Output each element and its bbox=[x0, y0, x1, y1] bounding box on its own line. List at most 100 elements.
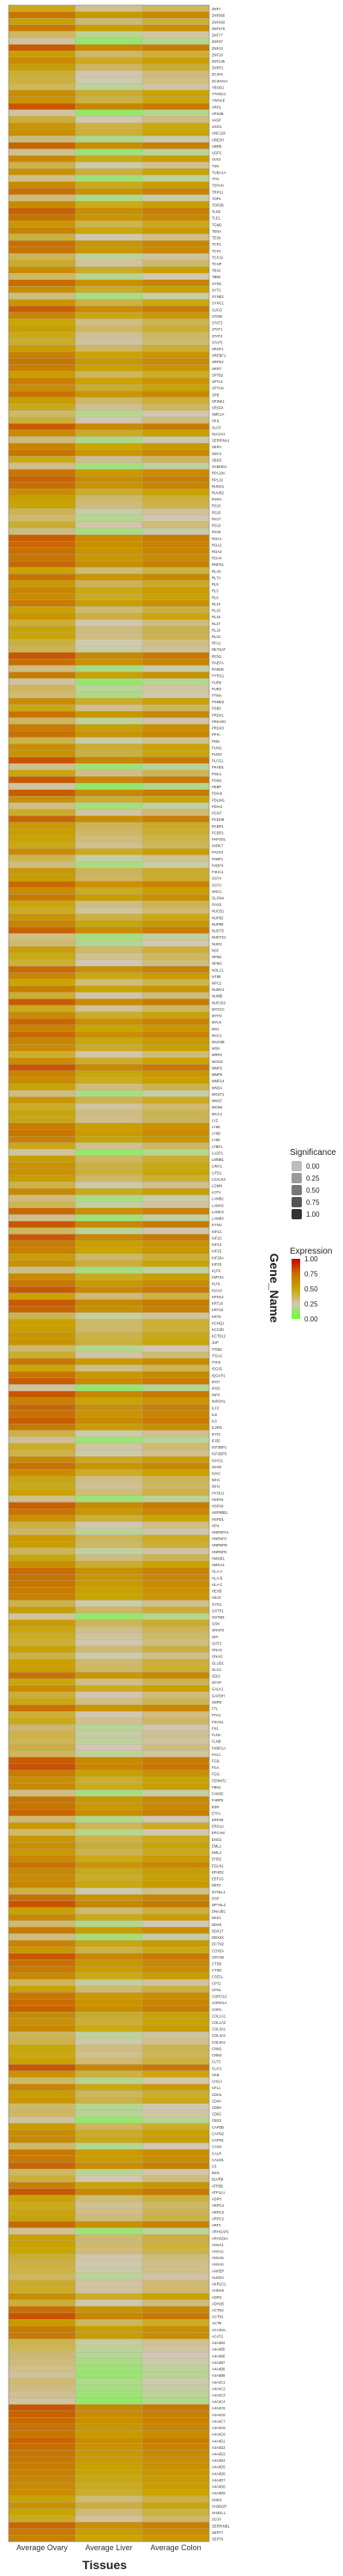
heatmap-cell bbox=[142, 352, 209, 359]
heatmap-cell bbox=[75, 1371, 142, 1378]
heatmap-cell bbox=[9, 1803, 75, 1810]
heatmap-cell bbox=[75, 378, 142, 385]
gene-label: RL19 bbox=[212, 628, 221, 632]
heatmap-cell bbox=[9, 2202, 75, 2208]
heatmap-cell bbox=[142, 986, 209, 993]
heatmap-cell bbox=[9, 875, 75, 882]
heatmap-cell bbox=[142, 1469, 209, 1476]
heatmap-cell bbox=[142, 221, 209, 228]
heatmap-cell bbox=[9, 633, 75, 640]
heatmap-cell bbox=[9, 1018, 75, 1025]
heatmap-cell bbox=[142, 1959, 209, 1966]
gene-label: GALK1 bbox=[212, 1687, 224, 1692]
heatmap-cell bbox=[9, 2444, 75, 2451]
heatmap-cell bbox=[75, 2509, 142, 2516]
heatmap-cell bbox=[75, 2385, 142, 2391]
heatmap-cell bbox=[75, 436, 142, 443]
heatmap-cell bbox=[9, 1071, 75, 1078]
heatmap-cell bbox=[75, 770, 142, 777]
heatmap-cell bbox=[142, 2522, 209, 2529]
heatmap-cell bbox=[75, 1483, 142, 1490]
heatmap-cell bbox=[75, 1404, 142, 1411]
heatmap-cell bbox=[9, 1084, 75, 1091]
gene-label: GLUD1 bbox=[212, 1661, 225, 1665]
heatmap-cell bbox=[9, 1378, 75, 1385]
heatmap-cell bbox=[9, 273, 75, 280]
gene-label: LY6E bbox=[212, 1125, 220, 1129]
heatmap-cell bbox=[75, 1358, 142, 1365]
gene-label: PA2G4 bbox=[212, 850, 224, 854]
heatmap-cell bbox=[75, 2208, 142, 2215]
heatmap-cell bbox=[75, 1116, 142, 1123]
gene-label: HMGB1 bbox=[212, 1556, 226, 1560]
heatmap-cell bbox=[75, 1234, 142, 1241]
heatmap-cell bbox=[142, 2444, 209, 2451]
heatmap-cell bbox=[75, 1071, 142, 1078]
heatmap-cell bbox=[9, 1149, 75, 1156]
heatmap-cell bbox=[142, 776, 209, 783]
gene-label: CBX3 bbox=[212, 2118, 222, 2123]
heatmap-cell bbox=[75, 1169, 142, 1176]
heatmap-cell bbox=[142, 1476, 209, 1483]
heatmap-cell bbox=[9, 1666, 75, 1673]
heatmap-cell bbox=[75, 1417, 142, 1424]
heatmap-cell bbox=[142, 1391, 209, 1398]
heatmap-cell bbox=[142, 763, 209, 770]
gene-label: H2AZ bbox=[212, 1595, 221, 1600]
heatmap-cell bbox=[9, 2117, 75, 2123]
heatmap-cell bbox=[9, 698, 75, 705]
heatmap-cell bbox=[142, 653, 209, 659]
heatmap-cell bbox=[142, 2123, 209, 2130]
heatmap-cell bbox=[142, 829, 209, 835]
heatmap-cell bbox=[75, 2398, 142, 2405]
heatmap-cell bbox=[9, 58, 75, 64]
heatmap-cell bbox=[9, 1894, 75, 1901]
gene-label: HNRNPD bbox=[212, 1543, 227, 1547]
heatmap-cell bbox=[75, 2417, 142, 2424]
heatmap-cell bbox=[142, 1973, 209, 1980]
heatmap-cell bbox=[9, 1639, 75, 1646]
heatmap-cell bbox=[9, 2522, 75, 2529]
gene-label: ZNF483 bbox=[212, 20, 226, 24]
heatmap-cell bbox=[142, 1888, 209, 1895]
gene-label: COPA bbox=[212, 2008, 222, 2012]
heatmap-cell bbox=[9, 541, 75, 548]
heatmap-cell bbox=[142, 633, 209, 640]
heatmap-cell bbox=[75, 620, 142, 627]
gene-label: EPCAM bbox=[212, 1831, 225, 1835]
heatmap-cell bbox=[142, 1711, 209, 1718]
heatmap-cell bbox=[9, 1509, 75, 1516]
heatmap-cell bbox=[75, 1025, 142, 1032]
heatmap-cell bbox=[9, 1561, 75, 1568]
heatmap-cell bbox=[9, 738, 75, 744]
gene-label: OST4 bbox=[212, 877, 222, 881]
gene-label: IFI35 bbox=[212, 1438, 220, 1443]
heatmap-cell bbox=[9, 861, 75, 868]
gene-label: HLA-B bbox=[212, 1576, 223, 1580]
heatmap-cell bbox=[142, 2241, 209, 2248]
heatmap-cell bbox=[9, 2032, 75, 2038]
heatmap-cell bbox=[9, 1724, 75, 1731]
heatmap-cell bbox=[142, 1704, 209, 1711]
gene-label: FKBP1A bbox=[212, 1746, 226, 1750]
heatmap-cell bbox=[142, 946, 209, 953]
gene-label: ARPC2 bbox=[212, 2216, 225, 2221]
heatmap-cell bbox=[9, 463, 75, 470]
gene-label: SERA bbox=[212, 445, 222, 449]
gene-label: ATP1A1 bbox=[212, 2190, 226, 2195]
gene-label: IDH2 bbox=[212, 1485, 220, 1489]
heatmap-cell bbox=[142, 770, 209, 777]
heatmap-cell bbox=[75, 1214, 142, 1221]
heatmap-cell bbox=[75, 1568, 142, 1575]
gene-label: PDLIM1 bbox=[212, 798, 226, 802]
gene-label: ULK3 bbox=[212, 157, 221, 161]
gene-label: ACTN1 bbox=[212, 2315, 224, 2319]
heatmap-cell bbox=[9, 2077, 75, 2084]
heatmap-cell bbox=[9, 1548, 75, 1555]
heatmap-cell bbox=[75, 1261, 142, 1267]
gene-label: IGHM bbox=[212, 1465, 221, 1469]
heatmap-cell bbox=[142, 338, 209, 345]
gene-label: PABP1 bbox=[212, 857, 224, 861]
heatmap-cell bbox=[9, 691, 75, 698]
